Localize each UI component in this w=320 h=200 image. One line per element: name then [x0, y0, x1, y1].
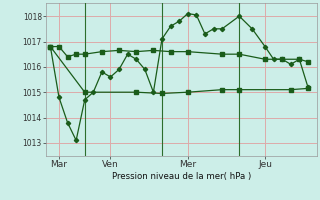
X-axis label: Pression niveau de la mer( hPa ): Pression niveau de la mer( hPa )	[112, 172, 251, 181]
